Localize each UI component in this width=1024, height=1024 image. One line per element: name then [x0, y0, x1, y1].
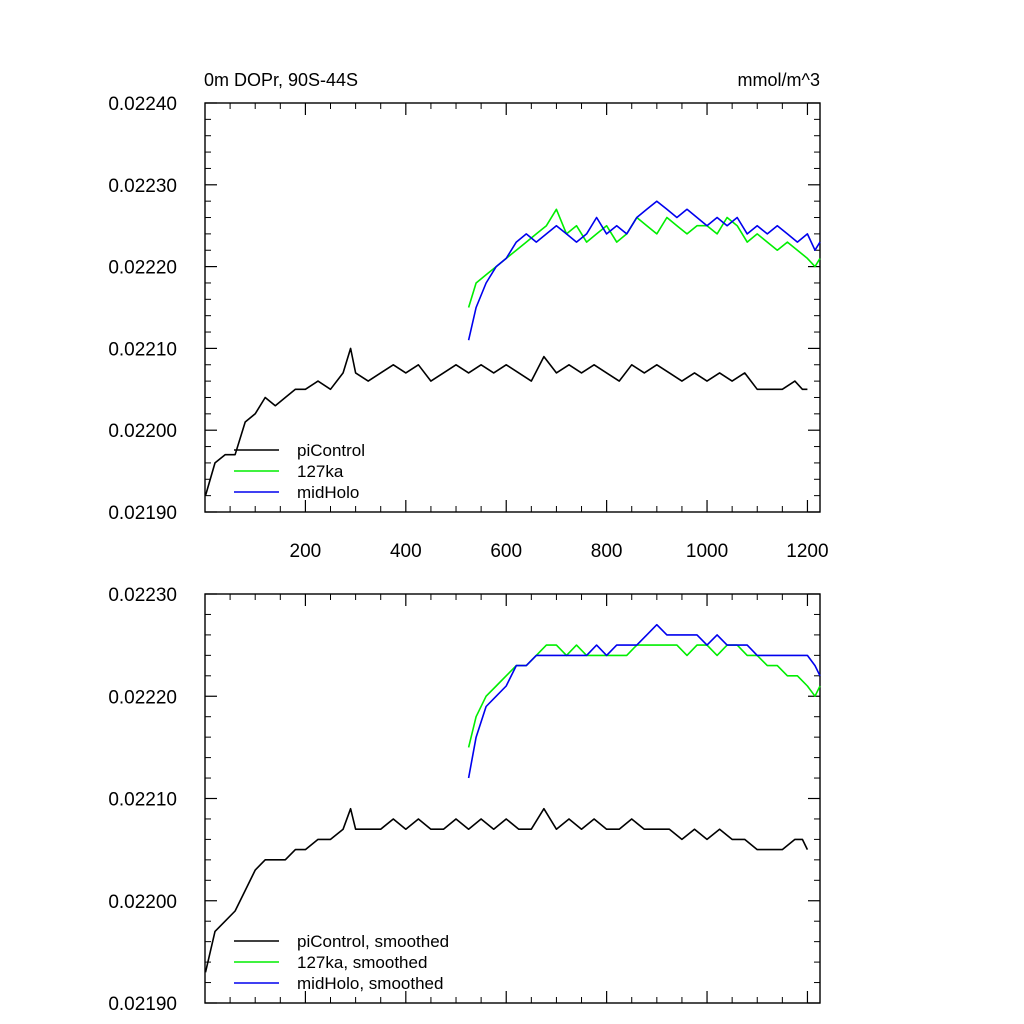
x-tick-label: 800	[591, 541, 623, 562]
y-tick-label: 0.02190	[108, 994, 177, 1015]
series-line-piControl	[204, 347, 808, 496]
series-line-midHolo	[467, 200, 821, 341]
x-tick-label: 1000	[686, 541, 728, 562]
plot-frame	[204, 102, 821, 513]
legend-label: piControl, smoothed	[297, 932, 449, 951]
legend-label: 127ka	[297, 462, 344, 481]
y-tick-label: 0.02210	[108, 339, 177, 360]
y-tick-label: 0.02200	[108, 892, 177, 913]
chart-units: mmol/m^3	[738, 70, 820, 90]
x-tick-label: 400	[390, 541, 422, 562]
y-tick-label: 0.02190	[108, 503, 177, 524]
y-tick-label: 0.02240	[108, 94, 177, 115]
x-tick-label: 200	[290, 541, 322, 562]
y-tick-label: 0.02220	[108, 687, 177, 708]
legend-label: piControl	[297, 441, 365, 460]
legend-label: midHolo	[297, 483, 359, 502]
x-tick-label: 1200	[786, 541, 828, 562]
series-line-piControl	[204, 807, 809, 973]
y-tick-label: 0.02200	[108, 421, 177, 442]
bottom-panel: 0.02190 0.02200 0.02210 0.02220 0.02230 piCon…	[108, 585, 821, 1015]
legend-label: 127ka, smoothed	[297, 953, 427, 972]
y-tick-label: 0.02230	[108, 585, 177, 606]
top-panel: 200 400 600 800 1000 1200 0.02190 0.02200 0.0221…	[108, 94, 828, 562]
series-line-midHolo	[467, 623, 821, 779]
y-tick-label: 0.02210	[108, 790, 177, 811]
legend-label: midHolo, smoothed	[297, 974, 443, 993]
y-tick-label: 0.02220	[108, 258, 177, 279]
chart-title: 0m DOPr, 90S-44S	[204, 70, 358, 90]
series-line-127ka	[467, 208, 821, 308]
y-tick-label: 0.02230	[108, 176, 177, 197]
x-tick-label: 600	[490, 541, 522, 562]
